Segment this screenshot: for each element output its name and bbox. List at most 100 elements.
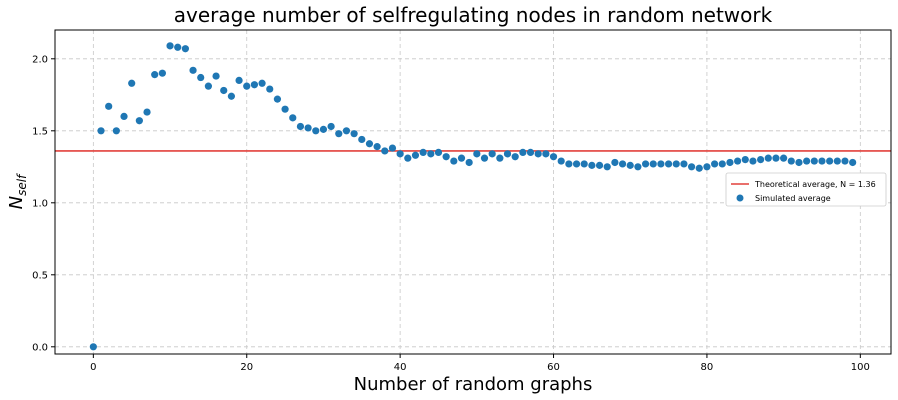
data-point bbox=[89, 343, 97, 351]
chart-title: average number of selfregulating nodes i… bbox=[174, 3, 773, 27]
data-point bbox=[166, 42, 174, 50]
data-point bbox=[220, 86, 228, 95]
data-point bbox=[511, 153, 519, 161]
data-point bbox=[327, 122, 335, 131]
data-point bbox=[411, 151, 420, 159]
x-tick-label: 40 bbox=[394, 362, 407, 373]
data-point bbox=[289, 114, 297, 122]
data-point bbox=[365, 140, 374, 148]
data-point bbox=[603, 163, 611, 171]
data-point bbox=[427, 150, 435, 158]
data-point bbox=[281, 105, 289, 113]
data-point bbox=[388, 144, 397, 152]
data-point bbox=[396, 150, 404, 158]
data-point bbox=[764, 154, 772, 162]
data-point bbox=[826, 157, 834, 165]
simulated-average-points bbox=[89, 42, 857, 351]
y-tick-label: 0.5 bbox=[32, 270, 48, 281]
data-point bbox=[312, 127, 320, 135]
data-point bbox=[557, 157, 565, 165]
data-point bbox=[542, 150, 550, 158]
data-point bbox=[304, 124, 312, 132]
x-tick-label: 0 bbox=[90, 362, 96, 373]
x-axis-ticks: 0 20 40 60 80 100 bbox=[90, 354, 870, 373]
data-point bbox=[618, 160, 627, 168]
data-point bbox=[488, 150, 496, 158]
data-point bbox=[204, 82, 212, 90]
data-point bbox=[634, 163, 642, 171]
data-point bbox=[266, 85, 274, 93]
data-point bbox=[703, 163, 711, 171]
data-point bbox=[335, 130, 343, 138]
data-point bbox=[734, 157, 742, 165]
y-tick-label: 0.0 bbox=[32, 342, 48, 353]
y-tick-label: 1.0 bbox=[32, 198, 48, 209]
data-point bbox=[741, 156, 749, 164]
data-point bbox=[572, 160, 581, 168]
data-point bbox=[373, 143, 381, 151]
data-point bbox=[641, 160, 650, 168]
data-point bbox=[258, 79, 266, 87]
data-point bbox=[442, 153, 450, 161]
data-point bbox=[695, 164, 703, 172]
data-point bbox=[319, 125, 328, 133]
data-point bbox=[726, 158, 734, 167]
data-point bbox=[197, 73, 205, 82]
data-point bbox=[565, 160, 573, 168]
data-point bbox=[381, 147, 389, 155]
y-tick-label: 1.5 bbox=[32, 126, 48, 137]
data-point bbox=[457, 154, 466, 162]
legend: Theoretical average, N = 1.36 Simulated … bbox=[725, 172, 887, 207]
x-tick-label: 20 bbox=[240, 362, 253, 373]
data-point bbox=[112, 127, 120, 135]
data-point bbox=[473, 150, 481, 158]
data-point bbox=[595, 161, 604, 169]
data-point bbox=[273, 95, 282, 103]
data-point bbox=[664, 160, 673, 168]
data-point bbox=[503, 150, 512, 158]
data-point bbox=[135, 117, 143, 125]
data-point bbox=[419, 148, 427, 156]
data-point bbox=[841, 157, 849, 165]
data-point bbox=[849, 158, 857, 167]
data-point bbox=[97, 127, 105, 135]
data-point bbox=[342, 127, 351, 135]
data-point bbox=[749, 157, 757, 165]
data-point bbox=[235, 76, 243, 84]
y-axis-label-subscript: self bbox=[15, 173, 29, 196]
data-point bbox=[526, 148, 535, 156]
data-point bbox=[158, 69, 166, 77]
data-point bbox=[212, 72, 220, 80]
data-point bbox=[151, 71, 159, 79]
data-point bbox=[128, 79, 136, 87]
legend-label-theoretical: Theoretical average, N = 1.36 bbox=[754, 180, 876, 189]
data-point bbox=[496, 154, 504, 162]
legend-box bbox=[725, 172, 887, 207]
data-point bbox=[105, 102, 113, 110]
data-point bbox=[189, 66, 197, 74]
data-point bbox=[833, 157, 841, 165]
data-point bbox=[580, 160, 588, 168]
data-point bbox=[772, 154, 780, 162]
data-point bbox=[227, 92, 236, 100]
data-point bbox=[143, 108, 151, 116]
data-point bbox=[519, 148, 527, 156]
data-point bbox=[803, 157, 811, 165]
data-point bbox=[296, 122, 305, 131]
data-point bbox=[649, 160, 657, 168]
x-axis-label: Number of random graphs bbox=[354, 374, 593, 395]
data-point bbox=[465, 158, 473, 167]
x-tick-label: 60 bbox=[547, 362, 560, 373]
x-tick-label: 80 bbox=[701, 362, 714, 373]
data-point bbox=[672, 160, 680, 168]
data-point bbox=[358, 135, 366, 144]
legend-label-simulated: Simulated average bbox=[755, 194, 831, 203]
data-point bbox=[250, 81, 259, 89]
data-point bbox=[687, 163, 696, 171]
data-point bbox=[588, 161, 596, 169]
data-point bbox=[611, 158, 619, 167]
data-point bbox=[120, 112, 128, 120]
y-tick-label: 2.0 bbox=[32, 54, 48, 65]
legend-marker-swatch bbox=[736, 194, 744, 202]
